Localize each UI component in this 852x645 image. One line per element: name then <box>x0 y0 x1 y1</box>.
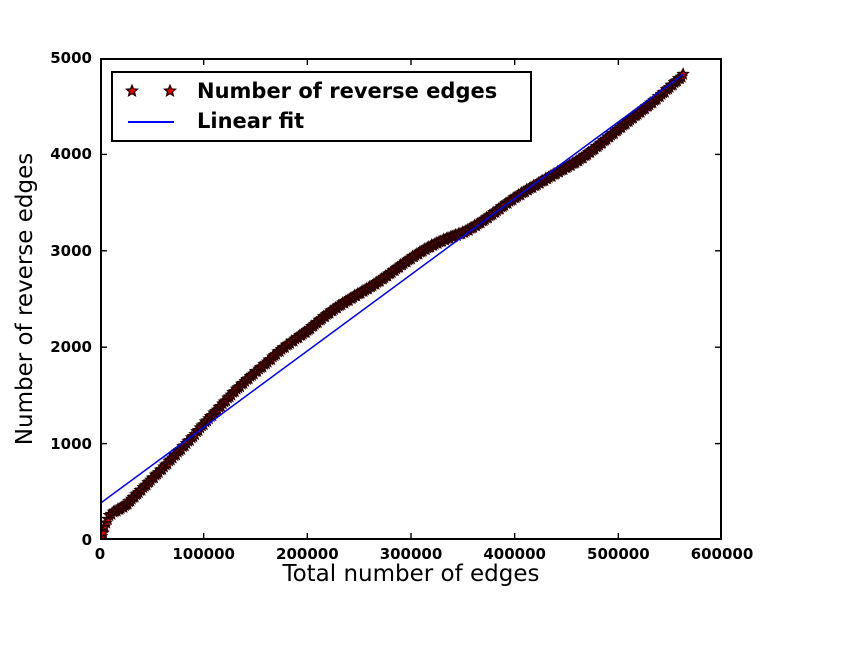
line-icon <box>128 120 174 123</box>
x-tick-label: 0 <box>94 545 106 563</box>
y-tick-label: 5000 <box>50 49 92 67</box>
scatter-marker-sample <box>119 82 183 100</box>
y-tick-label: 0 <box>81 531 92 549</box>
y-tick-label: 2000 <box>50 338 92 357</box>
x-tick-label: 500000 <box>587 545 650 563</box>
y-tick-label: 1000 <box>50 434 92 453</box>
y-tick-label: 4000 <box>50 145 92 164</box>
plot-canvas <box>100 58 722 540</box>
y-tick-label: 3000 <box>50 241 92 260</box>
y-axis-label: Number of reverse edges <box>12 152 38 446</box>
plot-area <box>100 58 722 540</box>
legend-entry-line: Linear fit <box>119 107 530 138</box>
x-tick-label: 100000 <box>172 545 235 563</box>
x-tick-label: 300000 <box>379 545 443 563</box>
line-sample <box>119 120 183 123</box>
star-icon <box>124 83 140 98</box>
linear-fit-line <box>100 73 684 505</box>
legend-label-scatter: Number of reverse edges <box>197 78 498 103</box>
x-tick-label: 600000 <box>690 545 754 563</box>
x-tick-label: 200000 <box>276 545 339 563</box>
legend: Number of reverse edges Linear fit <box>111 71 532 142</box>
plot-border <box>100 58 722 540</box>
x-tick-label: 400000 <box>483 545 546 563</box>
legend-entry-scatter: Number of reverse edges <box>119 76 530 107</box>
x-axis-label: Total number of edges <box>282 561 540 587</box>
star-icon <box>162 83 178 98</box>
legend-label-line: Linear fit <box>197 109 305 134</box>
